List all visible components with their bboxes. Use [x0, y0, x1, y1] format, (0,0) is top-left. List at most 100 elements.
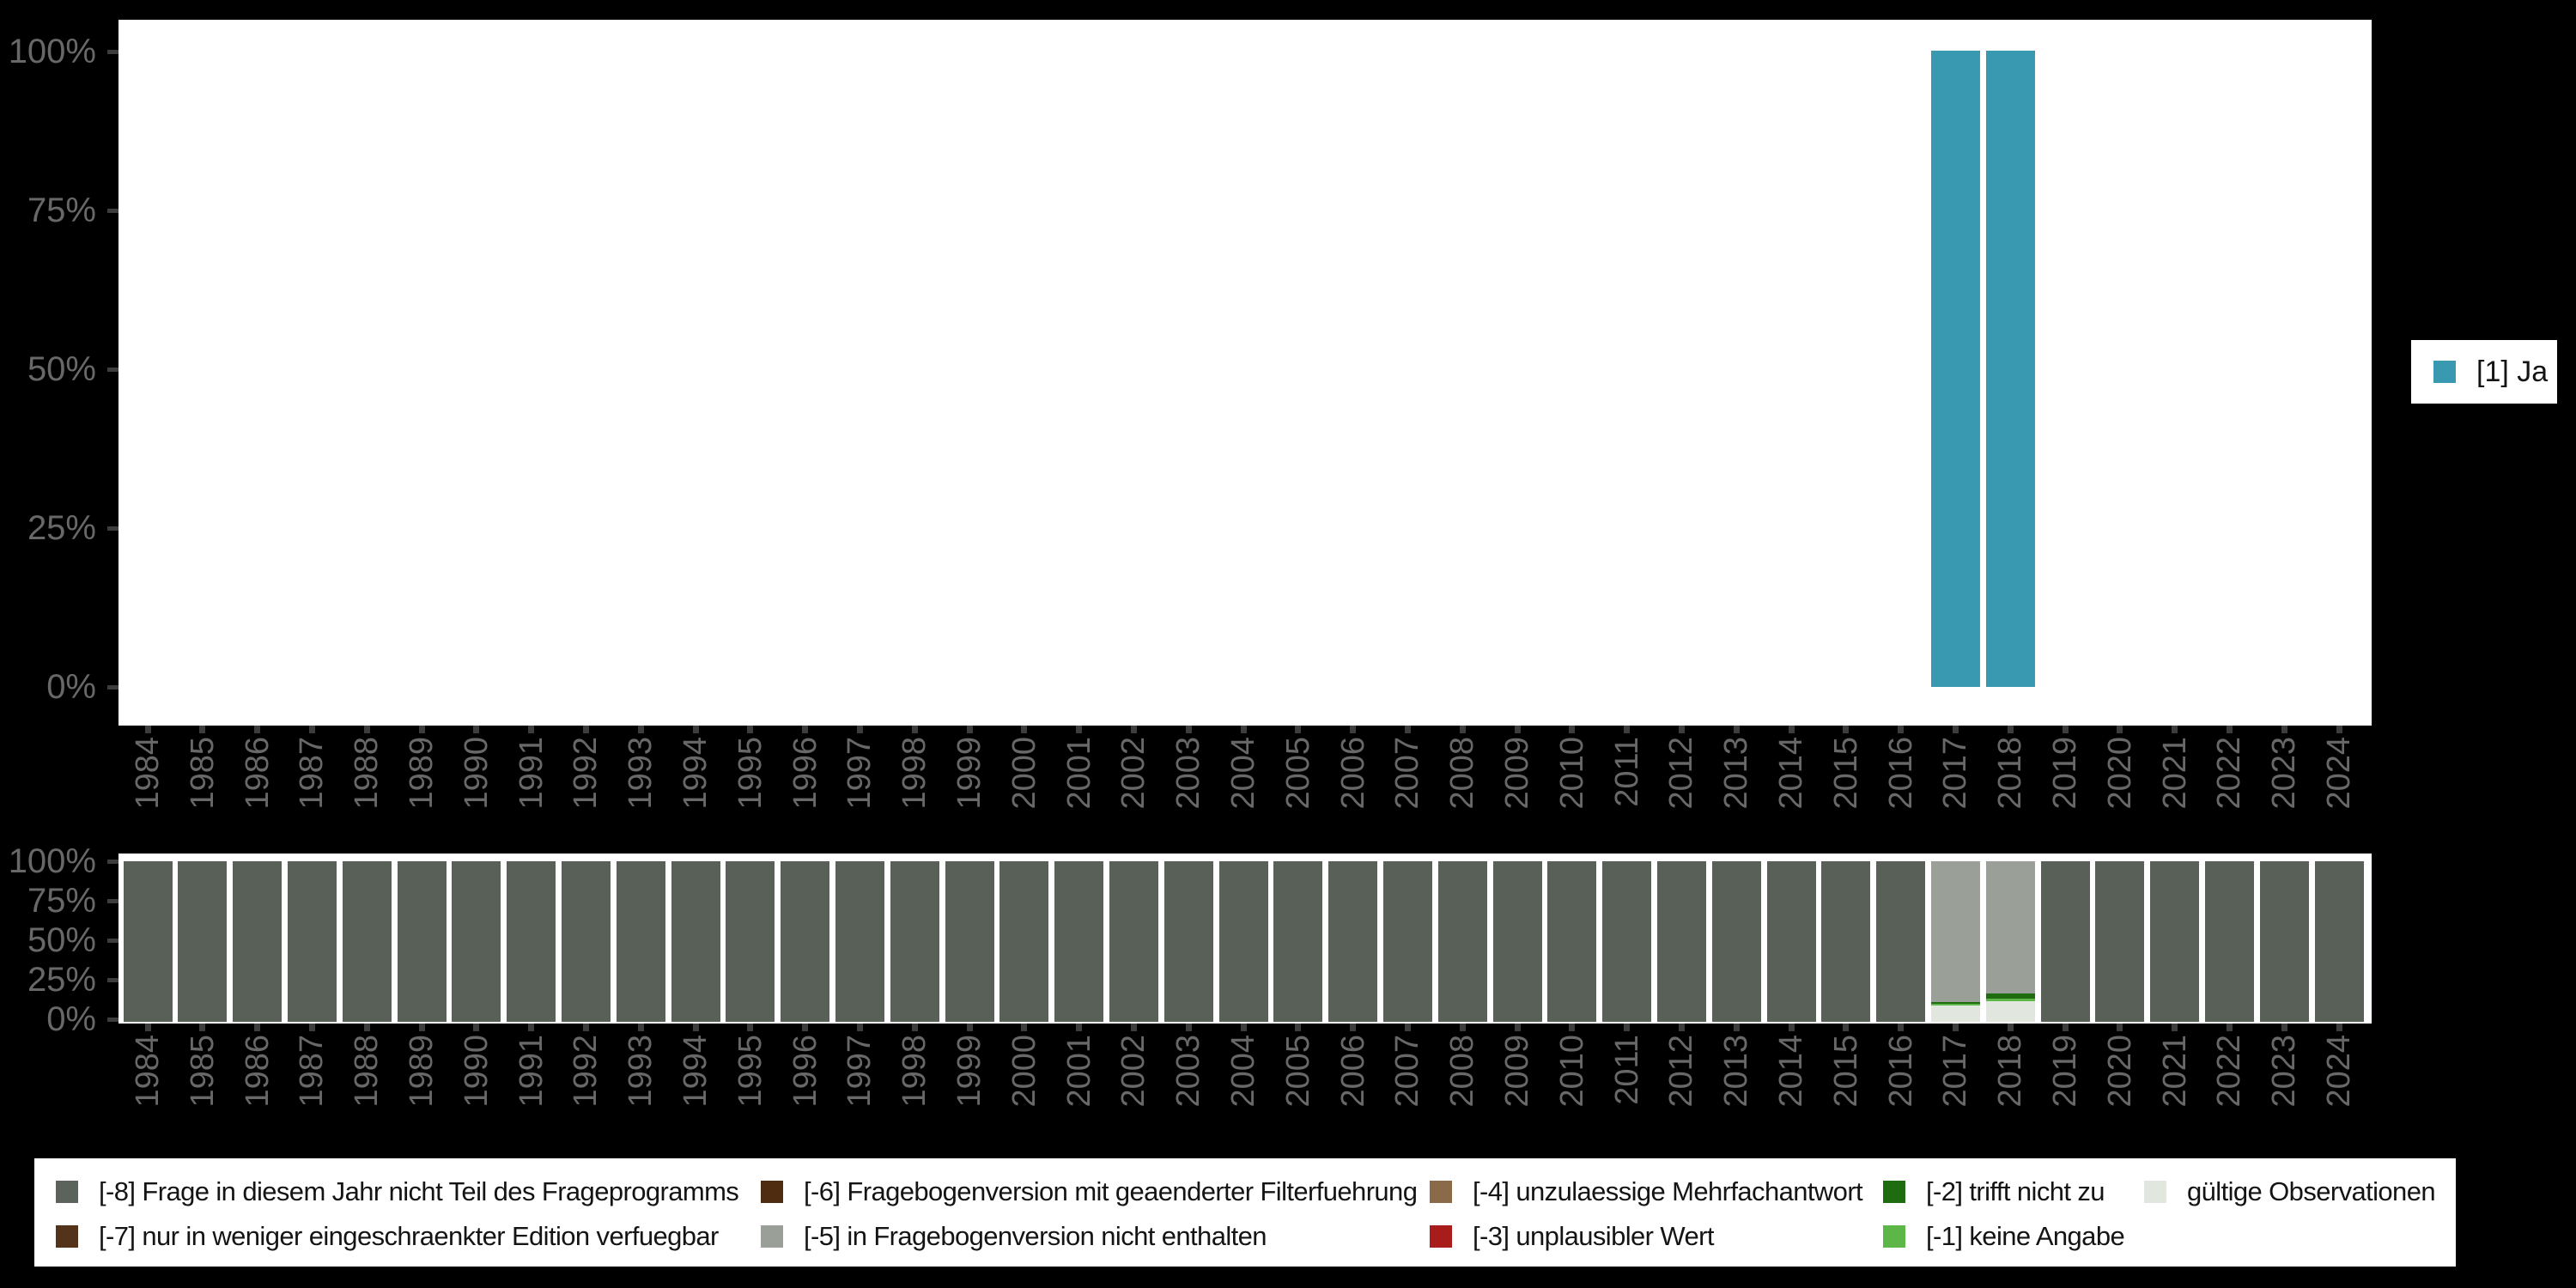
x-axis-year-label: 2007 [1389, 737, 1426, 810]
x-axis-tick [1788, 1024, 1795, 1031]
y-axis-tick [107, 526, 118, 531]
x-axis-tick [1404, 726, 1411, 733]
x-axis-tick [1021, 726, 1028, 733]
x-axis-year-label: 2004 [1225, 1035, 1261, 1108]
x-axis-year-label: 1990 [458, 737, 495, 810]
x-axis-year-label: 1985 [184, 1035, 221, 1108]
stacked-bar-segment [1437, 861, 1487, 1022]
stacked-bar-segment [781, 861, 830, 1022]
x-axis-year-label: 1988 [349, 1035, 386, 1108]
x-axis-year-label: 2019 [2047, 1035, 2083, 1108]
legend-swatch [1430, 1181, 1452, 1203]
x-axis-tick [802, 1024, 809, 1031]
x-axis-year-label: 2017 [1937, 1035, 1974, 1108]
x-axis-year-label: 2014 [1773, 737, 1809, 810]
x-axis-tick [637, 726, 644, 733]
x-axis-year-label: 1993 [623, 1035, 659, 1108]
x-axis-year-label: 2009 [1499, 737, 1535, 810]
x-axis-tick [856, 726, 863, 733]
x-axis-tick [1514, 1024, 1521, 1031]
x-axis-tick [1130, 1024, 1137, 1031]
x-axis-tick [966, 1024, 973, 1031]
stacked-bar-segment [1930, 861, 1980, 1002]
x-axis-tick [1733, 726, 1740, 733]
stacked-bar-segment [1930, 1001, 1980, 1005]
y-axis-tick [107, 938, 118, 943]
stacked-bar-segment [1821, 861, 1871, 1022]
x-axis-tick [1130, 726, 1137, 733]
x-axis-year-label: 1988 [349, 737, 386, 810]
stacked-bar-segment [2095, 861, 2145, 1022]
x-axis-year-label: 1995 [732, 737, 769, 810]
y-axis-percent-label: 0% [46, 1000, 96, 1038]
x-axis-year-label: 2004 [1225, 737, 1261, 810]
x-axis-year-label: 1998 [896, 1035, 933, 1108]
x-axis-tick [418, 726, 425, 733]
x-axis-tick [1678, 726, 1685, 733]
x-axis-tick [1678, 1024, 1685, 1031]
x-axis-year-label: 2006 [1334, 1035, 1371, 1108]
x-axis-tick [1898, 726, 1905, 733]
y-axis-percent-label: 25% [27, 961, 96, 999]
x-axis-tick [1350, 1024, 1357, 1031]
x-axis-year-label: 2018 [1992, 737, 2029, 810]
legend-item: gültige Observationen [2144, 1178, 2436, 1205]
x-axis-year-label: 1989 [404, 737, 440, 810]
stacked-bar-segment [561, 861, 611, 1022]
legend-item: [-8] Frage in diesem Jahr nicht Teil des… [56, 1178, 739, 1205]
y-axis-tick [107, 367, 118, 372]
stacked-bar-segment [452, 861, 501, 1022]
stacked-bar-segment [287, 861, 337, 1022]
legend-label: [-7] nur in weniger eingeschraenkter Edi… [99, 1221, 719, 1251]
x-axis-tick [2172, 1024, 2178, 1031]
x-axis-tick [1295, 1024, 1302, 1031]
legend-swatch [56, 1181, 78, 1203]
legend-item: [-6] Fragebogenversion mit geaenderter F… [761, 1176, 1418, 1206]
x-axis-year-label: 2001 [1060, 1035, 1097, 1108]
x-axis-year-label: 2003 [1170, 737, 1207, 810]
x-axis-tick [528, 726, 535, 733]
y-axis-tick [107, 1017, 118, 1022]
x-axis-year-label: 1992 [568, 737, 605, 810]
stacked-bar-segment [945, 861, 994, 1022]
x-axis-year-label: 2024 [2321, 1035, 2357, 1108]
x-axis-tick [254, 726, 261, 733]
x-axis-tick [2062, 726, 2069, 733]
x-axis-tick [2117, 1024, 2123, 1031]
stacked-bar-segment [1930, 1005, 1980, 1022]
y-axis-percent-label: 75% [27, 191, 96, 229]
y-axis-tick [107, 208, 118, 213]
x-axis-year-label: 2000 [1005, 737, 1042, 810]
stacked-bar-segment [1930, 51, 1980, 687]
x-axis-tick [1733, 1024, 1740, 1031]
x-axis-tick [1569, 726, 1576, 733]
x-axis-tick [1076, 726, 1083, 733]
x-axis-year-label: 1994 [677, 737, 714, 810]
legend-label: [-6] Fragebogenversion mit geaenderter F… [804, 1176, 1418, 1206]
x-axis-tick [2062, 1024, 2069, 1031]
x-axis-tick [528, 1024, 535, 1031]
x-axis-year-label: 1992 [568, 1035, 605, 1108]
x-axis-tick [199, 726, 206, 733]
legend-swatch [761, 1181, 783, 1203]
stacked-bar-segment [616, 861, 665, 1022]
x-axis-year-label: 2020 [2101, 737, 2138, 810]
x-axis-tick [747, 1024, 754, 1031]
stacked-bar-segment [1109, 861, 1158, 1022]
stacked-bar-segment [507, 861, 556, 1022]
x-axis-year-label: 2021 [2156, 1035, 2193, 1108]
x-axis-year-label: 2016 [1882, 737, 1919, 810]
x-axis-year-label: 1997 [841, 1035, 878, 1108]
x-axis-tick [1843, 726, 1850, 733]
x-axis-year-label: 2001 [1060, 737, 1097, 810]
stacked-bar-segment [890, 861, 939, 1022]
x-axis-year-label: 1985 [184, 737, 221, 810]
x-axis-year-label: 2008 [1444, 1035, 1481, 1108]
x-axis-tick [692, 726, 699, 733]
x-axis-tick [254, 1024, 261, 1031]
x-axis-tick [2007, 726, 2014, 733]
x-axis-year-label: 2002 [1115, 737, 1152, 810]
x-axis-year-label: 2022 [2211, 1035, 2248, 1108]
stacked-bar-segment [2314, 861, 2364, 1022]
